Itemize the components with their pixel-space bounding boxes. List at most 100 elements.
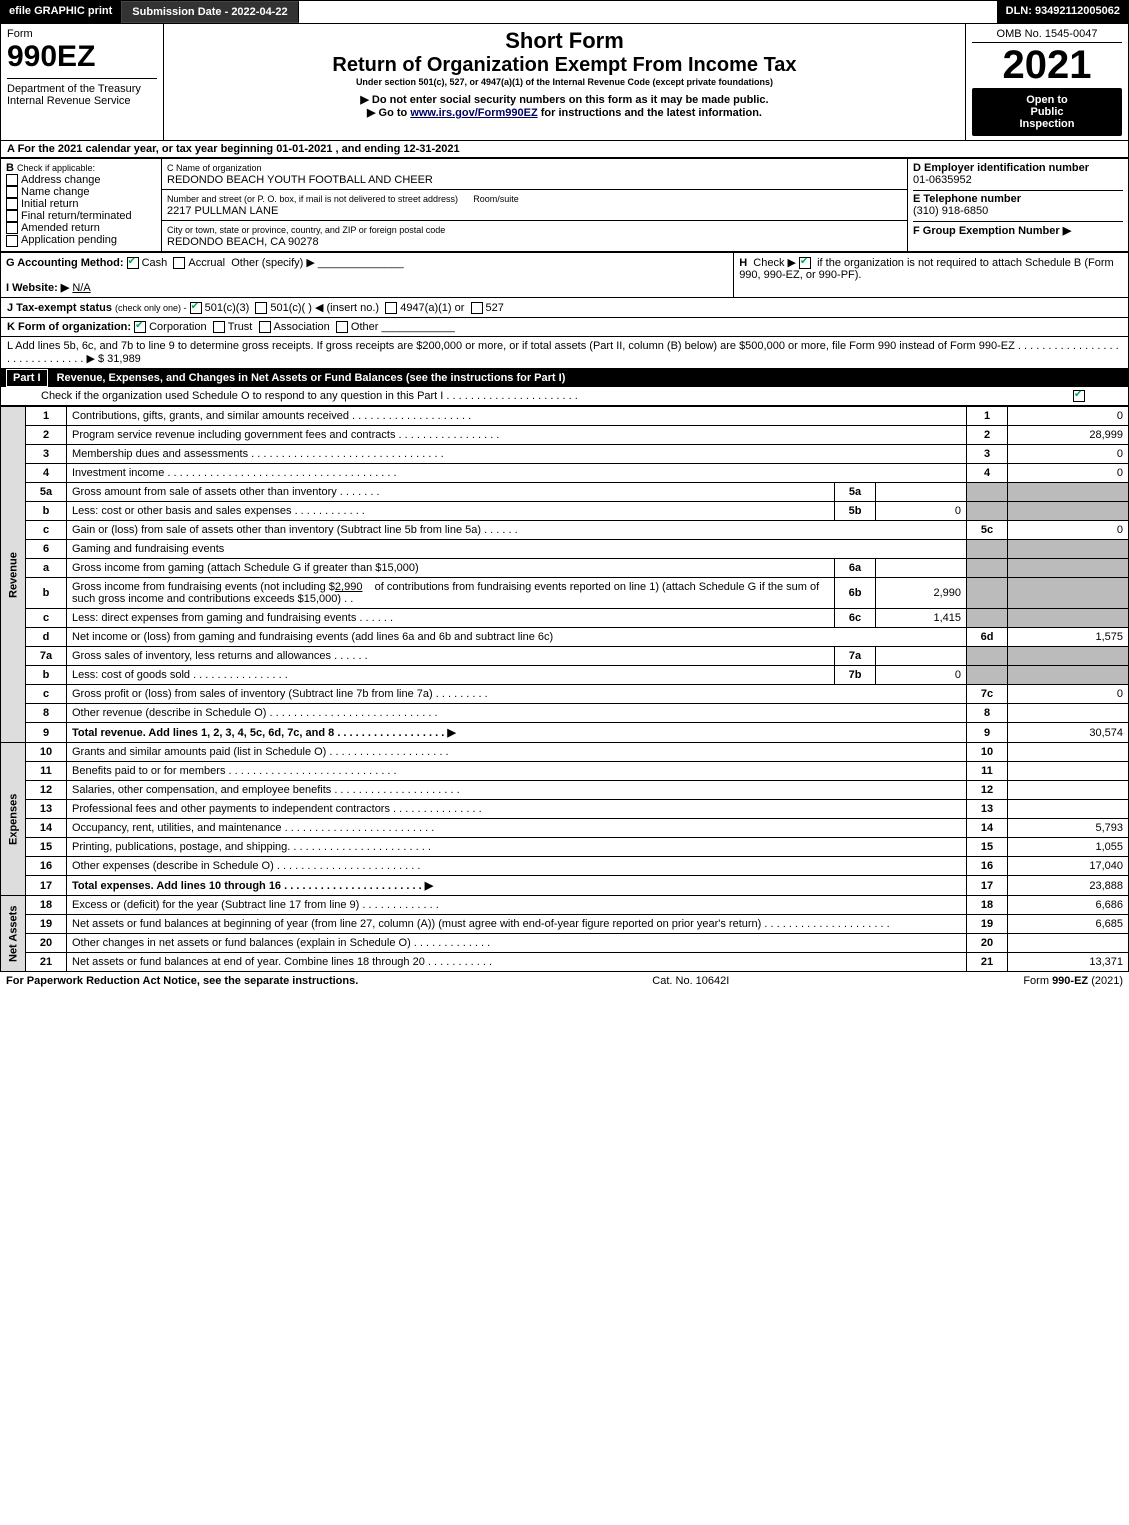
checkbox-b-item[interactable] <box>6 198 18 210</box>
tax-year: 2021 <box>972 43 1122 88</box>
line-refnum: 13 <box>967 800 1008 819</box>
line-amount: 13,371 <box>1008 953 1129 972</box>
form-id: 990EZ <box>7 40 157 74</box>
side-label-netassets: Net Assets <box>1 896 26 972</box>
subtitle: Under section 501(c), 527, or 4947(a)(1)… <box>170 77 959 87</box>
line-text: Professional fees and other payments to … <box>67 800 967 819</box>
line-text: Other revenue (describe in Schedule O) .… <box>67 704 967 723</box>
line-text: Printing, publications, postage, and shi… <box>67 838 967 857</box>
line-midamt <box>876 483 967 502</box>
checkbox-501c[interactable] <box>255 302 267 314</box>
checkbox-h[interactable] <box>799 257 811 269</box>
line-midnum: 7b <box>835 666 876 685</box>
lines-table: Revenue 1 Contributions, gifts, grants, … <box>0 406 1129 972</box>
line-text: Gross amount from sale of assets other t… <box>67 483 835 502</box>
line-num: 6 <box>26 540 67 559</box>
checkbox-assoc[interactable] <box>259 321 271 333</box>
line-j-label: J Tax-exempt status <box>7 302 112 314</box>
checkbox-b-item[interactable] <box>6 186 18 198</box>
box-e-label: E Telephone number <box>913 193 1021 205</box>
checkbox-trust[interactable] <box>213 321 225 333</box>
line-midnum: 6b <box>835 578 876 609</box>
irs-link[interactable]: www.irs.gov/Form990EZ <box>410 107 537 119</box>
checkbox-schedule-o[interactable] <box>1073 390 1085 402</box>
footer-left: For Paperwork Reduction Act Notice, see … <box>6 975 358 987</box>
line-k-label: K Form of organization: <box>7 321 131 333</box>
line-midnum: 7a <box>835 647 876 666</box>
line-num: a <box>26 559 67 578</box>
line-amount: 5,793 <box>1008 819 1129 838</box>
checkbox-other-org[interactable] <box>336 321 348 333</box>
phone-value: (310) 918-6850 <box>913 205 988 217</box>
room-label: Room/suite <box>473 194 519 204</box>
box-b-item-label: Application pending <box>21 234 117 246</box>
efile-label[interactable]: efile GRAPHIC print <box>1 1 121 23</box>
line-num: 1 <box>26 407 67 426</box>
line-refnum: 21 <box>967 953 1008 972</box>
checkbox-b-item[interactable] <box>6 210 18 222</box>
line-text: Net assets or fund balances at beginning… <box>67 915 967 934</box>
line-amount <box>1008 704 1129 723</box>
checkbox-b-item[interactable] <box>6 174 18 186</box>
checkbox-corp[interactable] <box>134 321 146 333</box>
line-text: Net assets or fund balances at end of ye… <box>67 953 967 972</box>
checkbox-accrual[interactable] <box>173 257 185 269</box>
line-refnum: 1 <box>967 407 1008 426</box>
part1-header: Part I Revenue, Expenses, and Changes in… <box>0 369 1129 387</box>
footer: For Paperwork Reduction Act Notice, see … <box>0 972 1129 990</box>
opt-other: Other <box>351 321 379 333</box>
box-f-label: F Group Exemption Number ▶ <box>913 225 1071 237</box>
line-refnum: 11 <box>967 762 1008 781</box>
city-label: City or town, state or province, country… <box>167 225 445 235</box>
line-i-label: I Website: ▶ <box>6 282 69 294</box>
line-text: Gross income from gaming (attach Schedul… <box>67 559 835 578</box>
box-b-item-label: Address change <box>21 174 101 186</box>
line-refnum: 5c <box>967 521 1008 540</box>
line-num: 13 <box>26 800 67 819</box>
line-refnum: 8 <box>967 704 1008 723</box>
topbar: efile GRAPHIC print Submission Date - 20… <box>0 0 1129 24</box>
line-midamt: 2,990 <box>876 578 967 609</box>
checkbox-b-item[interactable] <box>6 235 18 247</box>
line-num: b <box>26 666 67 685</box>
checkbox-b-item[interactable] <box>6 222 18 234</box>
line-midamt: 1,415 <box>876 609 967 628</box>
line-amount: 0 <box>1008 445 1129 464</box>
form-word: Form <box>7 28 157 40</box>
line-num: 17 <box>26 876 67 896</box>
line-midamt <box>876 559 967 578</box>
accrual-label: Accrual <box>188 257 225 269</box>
line-num: 21 <box>26 953 67 972</box>
checkbox-527[interactable] <box>471 302 483 314</box>
line-num: 18 <box>26 896 67 915</box>
checkbox-501c3[interactable] <box>190 302 202 314</box>
line-amount <box>1008 743 1129 762</box>
org-info-table: B Check if applicable: Address changeNam… <box>0 158 1129 252</box>
line-num: 20 <box>26 934 67 953</box>
line-amount: 0 <box>1008 521 1129 540</box>
title-short-form: Short Form <box>170 28 959 54</box>
line-num: b <box>26 578 67 609</box>
checkbox-cash[interactable] <box>127 257 139 269</box>
line-amount: 0 <box>1008 407 1129 426</box>
website-value: N/A <box>72 282 90 294</box>
line-num: 7a <box>26 647 67 666</box>
checkbox-4947[interactable] <box>385 302 397 314</box>
opt-501c3: 501(c)(3) <box>205 302 250 314</box>
line-num: b <box>26 502 67 521</box>
street-label: Number and street (or P. O. box, if mail… <box>167 194 458 204</box>
line-midnum: 5a <box>835 483 876 502</box>
line-text: Net income or (loss) from gaming and fun… <box>67 628 967 647</box>
line-text: Less: cost of goods sold . . . . . . . .… <box>67 666 835 685</box>
submission-date-button[interactable]: Submission Date - 2022-04-22 <box>121 1 298 23</box>
line-text: Contributions, gifts, grants, and simila… <box>67 407 967 426</box>
cash-label: Cash <box>142 257 168 269</box>
line-text: Program service revenue including govern… <box>67 426 967 445</box>
line-refnum: 3 <box>967 445 1008 464</box>
line-amount: 1,575 <box>1008 628 1129 647</box>
line-refnum: 15 <box>967 838 1008 857</box>
line-text: Gain or (loss) from sale of assets other… <box>67 521 967 540</box>
line-text: Other changes in net assets or fund bala… <box>67 934 967 953</box>
line-amount: 1,055 <box>1008 838 1129 857</box>
line-refnum: 6d <box>967 628 1008 647</box>
